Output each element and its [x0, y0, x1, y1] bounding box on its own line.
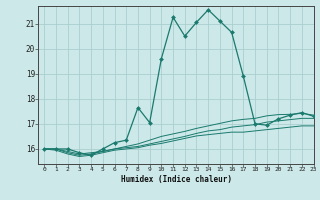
X-axis label: Humidex (Indice chaleur): Humidex (Indice chaleur) [121, 175, 231, 184]
